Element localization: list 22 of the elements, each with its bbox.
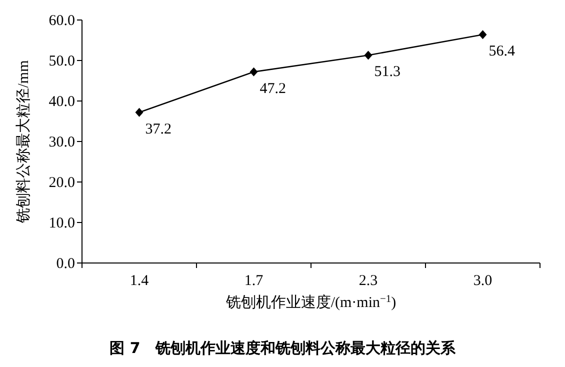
point — [250, 67, 258, 76]
x-tick-label: 1.7 — [244, 273, 264, 289]
x-tick-label: 3.0 — [473, 273, 492, 289]
data-label: 51.3 — [374, 64, 400, 80]
x-axis-title: 铣刨机作业速度/(m·min$^{−1}$) — [224, 294, 396, 311]
data-label: 37.2 — [145, 121, 172, 138]
point — [364, 50, 372, 60]
data-label: 47.2 — [260, 80, 286, 97]
point — [135, 108, 144, 117]
y-tick-label: 10.0 — [48, 216, 75, 232]
y-tick-label: 0.0 — [56, 256, 75, 272]
x-tick-label: 1.4 — [130, 273, 150, 289]
y-tick-label: 20.0 — [48, 175, 75, 191]
y-axis-title: 铣刨料公称最大粒径/mm — [15, 60, 32, 224]
y-tick-label: 60.0 — [48, 13, 75, 29]
point — [478, 30, 487, 40]
x-tick-label: 2.3 — [358, 273, 378, 289]
data-label: 56.4 — [488, 44, 516, 60]
text: 图 7 铣刨机作业速度和铣刨料公称最大粒径的关系 — [110, 339, 456, 357]
y-tick-label: 40.0 — [48, 94, 75, 110]
y-tick-label: 50.0 — [48, 54, 75, 70]
y-tick-label: 30.0 — [48, 134, 75, 150]
